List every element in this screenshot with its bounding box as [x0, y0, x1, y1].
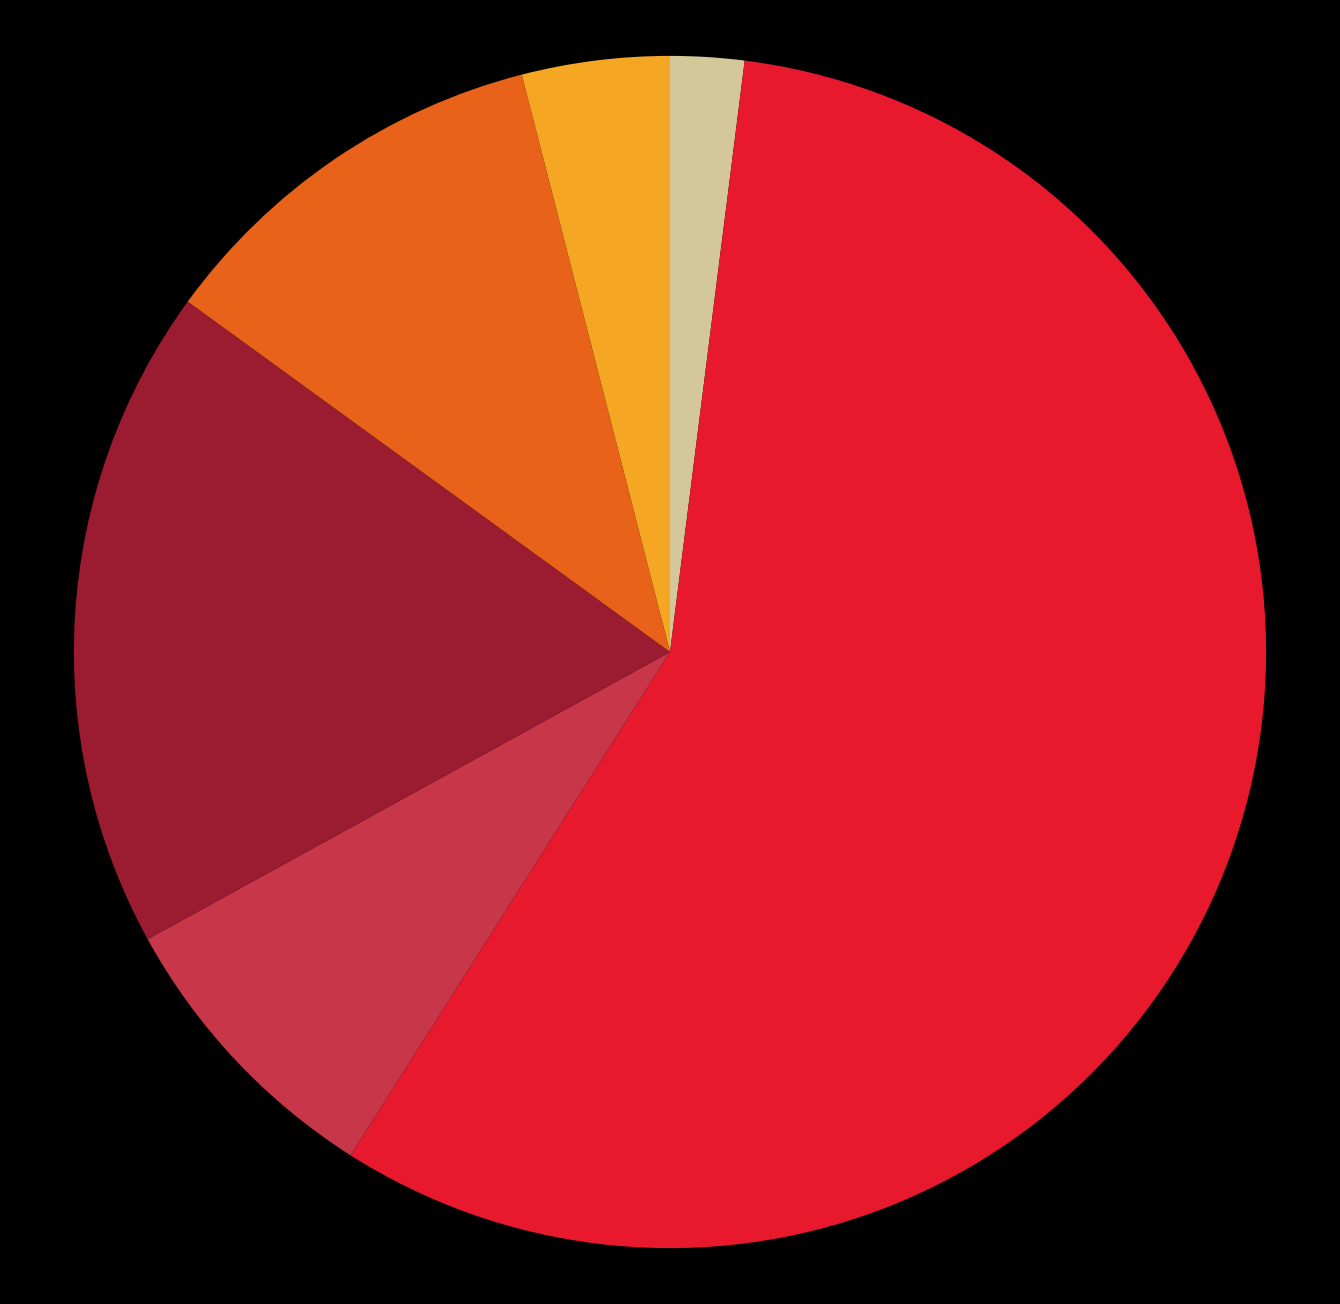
Wedge shape	[147, 652, 670, 1155]
Wedge shape	[188, 74, 670, 652]
Wedge shape	[351, 60, 1266, 1248]
Wedge shape	[670, 56, 745, 652]
Wedge shape	[74, 301, 670, 939]
Wedge shape	[521, 56, 670, 652]
